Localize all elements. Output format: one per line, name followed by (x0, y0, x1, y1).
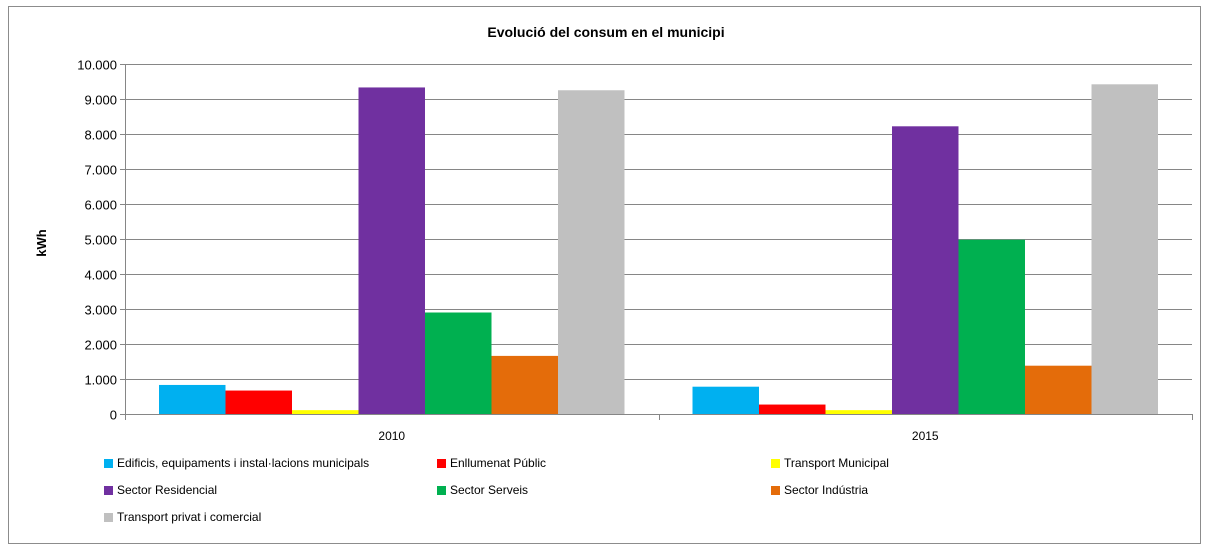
legend-label: Sector Serveis (450, 483, 529, 497)
bar (358, 87, 425, 414)
bar (1025, 365, 1092, 414)
bar (1091, 84, 1158, 415)
bar (225, 390, 292, 414)
y-tick-label: 5.000 (84, 233, 117, 248)
bar (425, 312, 492, 414)
legend-item: Sector Residencial (104, 483, 217, 497)
y-tick-label: 8.000 (84, 128, 117, 143)
axis-layer: 0 1.000 2.000 3.000 4.000 5.000 6.000 7.000 8.00… (77, 58, 1193, 443)
y-tick-label: 0 (110, 408, 117, 423)
bar-layer (159, 84, 1158, 415)
legend-swatch (104, 512, 113, 522)
y-tick-label: 1.000 (84, 373, 117, 388)
y-tick-label: 9.000 (84, 93, 117, 108)
y-axis-label: kWh (34, 229, 49, 257)
y-tick-label: 6.000 (84, 198, 117, 213)
chart-title: Evolució del consum en el municipi (487, 24, 724, 40)
legend-item: Transport privat i comercial (104, 510, 261, 524)
y-tick-label: 10.000 (77, 58, 117, 73)
legend-swatch (771, 485, 780, 495)
legend-item: Enllumenat Públic (437, 456, 546, 470)
bar (759, 404, 826, 414)
grid-layer (125, 64, 1192, 380)
y-tick-label: 3.000 (84, 303, 117, 318)
legend-item: Transport Municipal (771, 456, 889, 470)
legend-item: Sector Indústria (771, 483, 868, 497)
bar (958, 239, 1025, 414)
bar (292, 410, 359, 414)
legend-swatch (437, 458, 446, 468)
y-tick-label: 4.000 (84, 268, 117, 283)
y-tick-label: 2.000 (84, 338, 117, 353)
y-tick-label: 7.000 (84, 163, 117, 178)
legend-label: Edificis, equipaments i instal·lacions m… (117, 456, 370, 470)
bar (491, 355, 558, 414)
bar (825, 410, 892, 414)
legend-item: Sector Serveis (437, 483, 528, 497)
bar (159, 384, 226, 414)
legend-label: Sector Indústria (784, 483, 869, 497)
legend-label: Enllumenat Públic (450, 456, 547, 470)
bar (692, 386, 759, 414)
legend-swatch (437, 485, 446, 495)
legend-swatch (104, 485, 113, 495)
legend-label: Sector Residencial (117, 483, 218, 497)
bar (558, 90, 625, 414)
x-tick-label: 2015 (912, 429, 939, 443)
legend-swatch (104, 458, 113, 468)
legend-item: Edificis, equipaments i instal·lacions m… (104, 456, 369, 470)
bar (892, 126, 959, 415)
legend-label: Transport privat i comercial (117, 510, 262, 524)
x-tick-label: 2010 (378, 429, 405, 443)
legend-swatch (771, 458, 780, 468)
legend-label: Transport Municipal (784, 456, 889, 470)
